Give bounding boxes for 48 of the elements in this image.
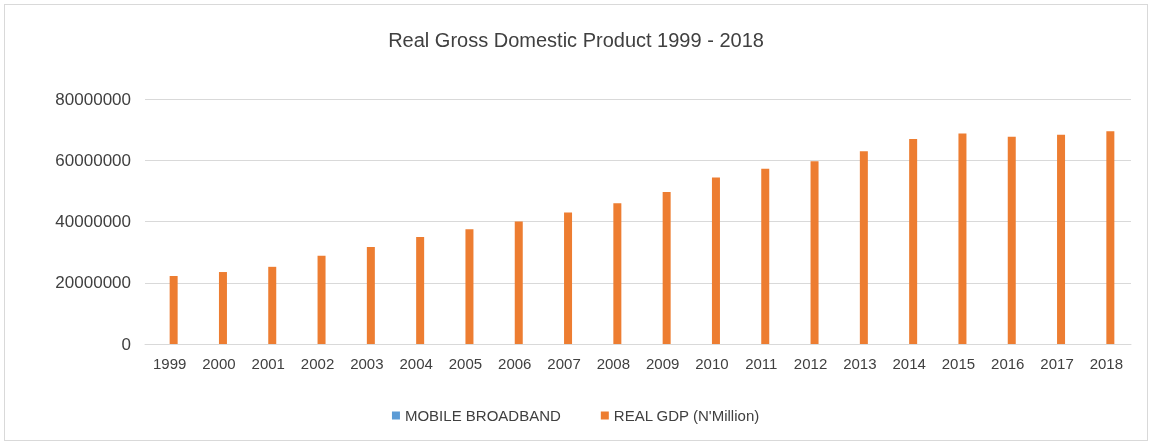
bar <box>1007 136 1016 344</box>
x-tick-label: 2004 <box>399 355 433 372</box>
bar <box>169 276 178 344</box>
x-tick-label: 2012 <box>793 355 828 372</box>
x-tick-label: 2013 <box>843 355 877 372</box>
y-tick-label: 40000000 <box>55 212 131 231</box>
bar <box>268 266 277 344</box>
x-tick-label: 2011 <box>745 355 778 372</box>
y-tick-label: 60000000 <box>55 150 131 170</box>
bar <box>859 151 868 344</box>
bar <box>218 272 227 344</box>
legend-label: REAL GDP (N'Million) <box>613 407 760 424</box>
x-tick-label: 2010 <box>695 355 729 372</box>
bar <box>1057 134 1066 344</box>
bar <box>366 246 375 344</box>
y-tick-label: 20000000 <box>55 273 131 293</box>
x-tick-label: 2003 <box>350 355 384 372</box>
bar <box>958 133 967 344</box>
x-tick-label: 2005 <box>448 355 483 372</box>
x-tick-label: 2006 <box>498 355 532 372</box>
x-tick-label: 1999 <box>152 355 187 372</box>
x-tick-label: 2000 <box>202 355 236 372</box>
bar <box>909 139 918 344</box>
bar <box>761 168 770 344</box>
x-tick-label: 2018 <box>1089 355 1124 372</box>
bar <box>465 229 474 344</box>
bar <box>317 255 326 344</box>
chart-title: Real Gross Domestic Product 1999 - 2018 <box>388 29 764 51</box>
bar <box>613 203 622 344</box>
x-tick-label: 2015 <box>941 355 976 372</box>
x-tick-label: 2002 <box>300 355 335 372</box>
x-tick-label: 2009 <box>645 355 680 372</box>
bar <box>662 192 671 344</box>
legend-label: MOBILE BROADBAND <box>404 407 561 424</box>
x-tick-label: 2008 <box>596 355 631 372</box>
x-tick-label: 2017 <box>1040 355 1074 372</box>
bar <box>711 177 720 344</box>
x-tick-label: 2007 <box>547 355 581 372</box>
y-tick-label: 80000000 <box>55 89 131 109</box>
bar <box>416 237 425 344</box>
bar <box>810 161 819 344</box>
x-tick-label: 2014 <box>892 355 926 372</box>
bar <box>564 212 573 344</box>
bar <box>514 221 523 344</box>
x-tick-label: 2001 <box>251 355 285 372</box>
x-tick-label: 2016 <box>991 355 1025 372</box>
bar <box>1106 131 1115 344</box>
y-tick-label: 0 <box>121 334 131 354</box>
